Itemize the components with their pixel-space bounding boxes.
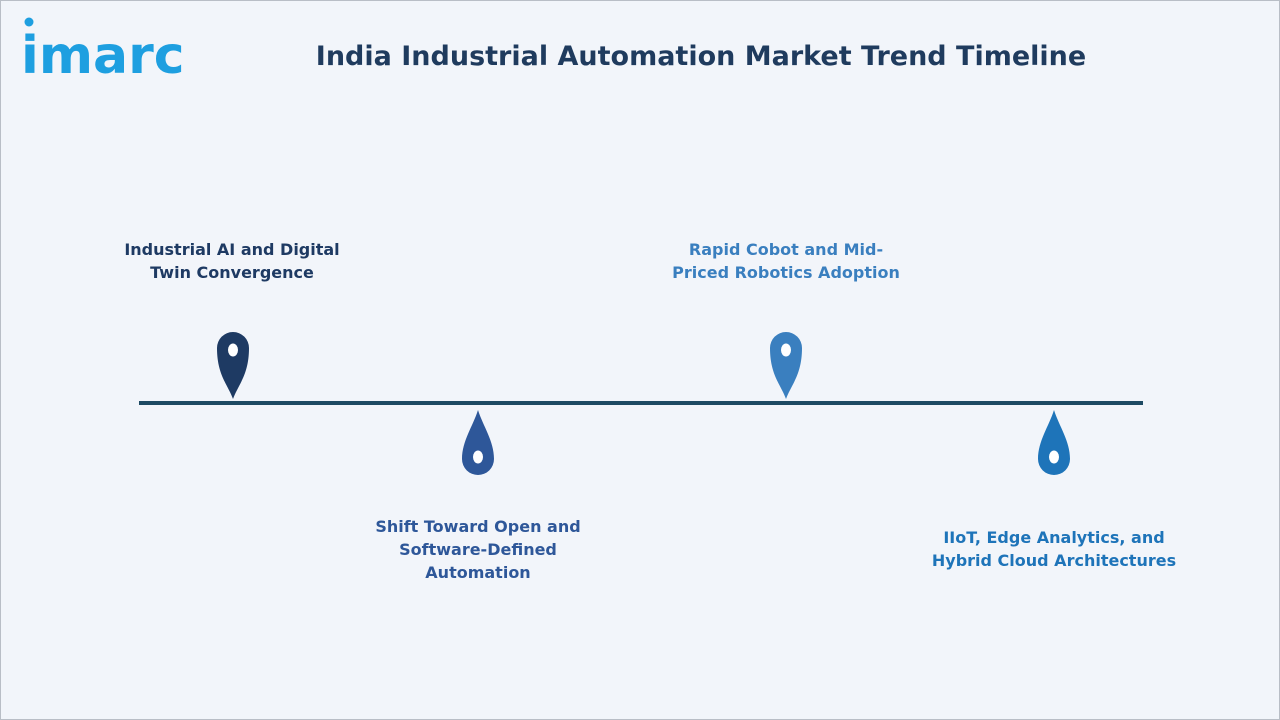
milestone-label-line: Hybrid Cloud Architectures (931, 551, 1177, 570)
milestone-label: Rapid Cobot and Mid- Priced Robotics Ado… (656, 238, 916, 284)
timeline-axis (139, 401, 1143, 405)
milestone-label-line: Priced Robotics Adoption (672, 263, 900, 282)
page-title: India Industrial Automation Market Trend… (315, 41, 1087, 72)
imarc-logo: imarc (21, 13, 203, 81)
milestone-label-line: Software-Defined (399, 540, 557, 559)
milestone-label-line: Industrial AI and Digital (124, 240, 340, 259)
imarc-logo-mark: imarc (21, 17, 185, 81)
milestone-label-line: Rapid Cobot and Mid- (688, 240, 884, 259)
drop-pin-icon (1037, 409, 1071, 481)
milestone-label-line: Twin Convergence (150, 263, 314, 282)
drop-pin-icon (461, 409, 495, 481)
milestone-label: IIoT, Edge Analytics, and Hybrid Cloud A… (924, 526, 1184, 572)
map-pin-icon (216, 329, 250, 401)
milestone-label-line: Automation (425, 563, 531, 582)
milestone-label-line: IIoT, Edge Analytics, and (943, 528, 1165, 547)
milestone-label-line: Shift Toward Open and (375, 517, 581, 536)
milestone-label: Industrial AI and Digital Twin Convergen… (102, 238, 362, 284)
logo-wordmark: imarc (21, 26, 185, 81)
map-pin-icon (769, 329, 803, 401)
milestone-label: Shift Toward Open and Software-Defined A… (348, 515, 608, 584)
